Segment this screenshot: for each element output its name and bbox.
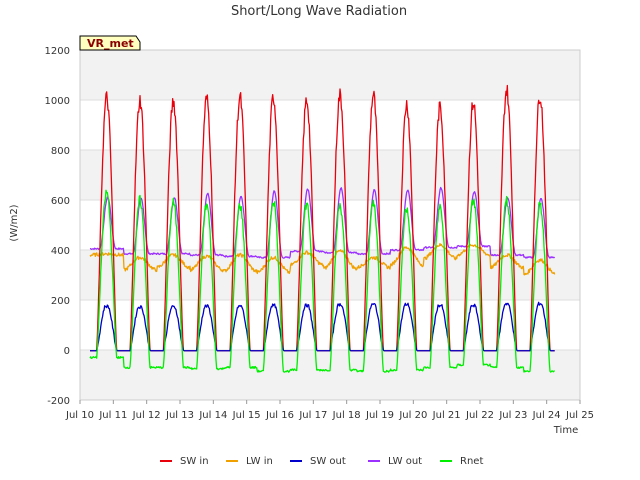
- legend-label: SW out: [310, 456, 346, 467]
- legend: SW in LW in SW out LW out Rnet: [160, 456, 483, 467]
- x-tick-label: Jul 14: [198, 410, 227, 421]
- x-tick-label: Jul 22: [465, 410, 494, 421]
- band: [80, 250, 580, 300]
- band: [80, 150, 580, 200]
- x-tick-label: Jul 11: [98, 410, 127, 421]
- station-badge-text: VR_met: [87, 37, 134, 50]
- x-tick-label: Jul 18: [332, 410, 361, 421]
- x-axis-label: Time: [553, 425, 578, 436]
- x-tick-labels: Jul 10 Jul 11 Jul 12 Jul 13 Jul 14 Jul 15 Jul …: [65, 400, 594, 421]
- x-tick-label: Jul 16: [265, 410, 294, 421]
- x-tick-label: Jul 24: [532, 410, 561, 421]
- legend-label: LW in: [246, 456, 273, 467]
- y-axis-label: (W/m2): [9, 204, 20, 241]
- y-tick-label: 200: [51, 296, 70, 307]
- x-tick-label: Jul 25: [565, 410, 594, 421]
- x-tick-label: Jul 12: [132, 410, 161, 421]
- x-tick-label: Jul 10: [65, 410, 94, 421]
- x-tick-label: Jul 13: [165, 410, 194, 421]
- y-tick-label: 800: [51, 146, 70, 157]
- series-line-rnet: [89, 189, 555, 373]
- y-tick-labels: -200 0 200 400 600 800 1000 1200: [45, 46, 70, 407]
- y-tick-label: -200: [47, 396, 70, 407]
- band: [80, 50, 580, 100]
- y-tick-label: 1000: [45, 96, 70, 107]
- x-tick-label: Jul 21: [432, 410, 461, 421]
- series-line-sw-out: [90, 301, 555, 352]
- x-tick-label: Jul 17: [298, 410, 327, 421]
- series-lines: [89, 84, 556, 373]
- band: [80, 200, 580, 250]
- chart-title: Short/Long Wave Radiation: [231, 4, 407, 19]
- y-tick-label: 0: [64, 346, 70, 357]
- plot-background-bands: [80, 50, 580, 400]
- y-tick-label: 400: [51, 246, 70, 257]
- station-badge: VR_met: [79, 35, 141, 51]
- legend-label: Rnet: [460, 456, 483, 467]
- series-line-lw-out: [89, 186, 556, 259]
- y-tick-label: 600: [51, 196, 70, 207]
- x-tick-label: Jul 20: [398, 410, 427, 421]
- y-tick-label: 1200: [45, 46, 70, 57]
- x-tick-label: Jul 23: [498, 410, 527, 421]
- legend-label: LW out: [388, 456, 422, 467]
- x-tick-label: Jul 19: [365, 410, 394, 421]
- band: [80, 100, 580, 150]
- band: [80, 350, 580, 400]
- plot-area: [79, 49, 581, 401]
- legend-label: SW in: [180, 456, 209, 467]
- x-tick-label: Jul 15: [232, 410, 261, 421]
